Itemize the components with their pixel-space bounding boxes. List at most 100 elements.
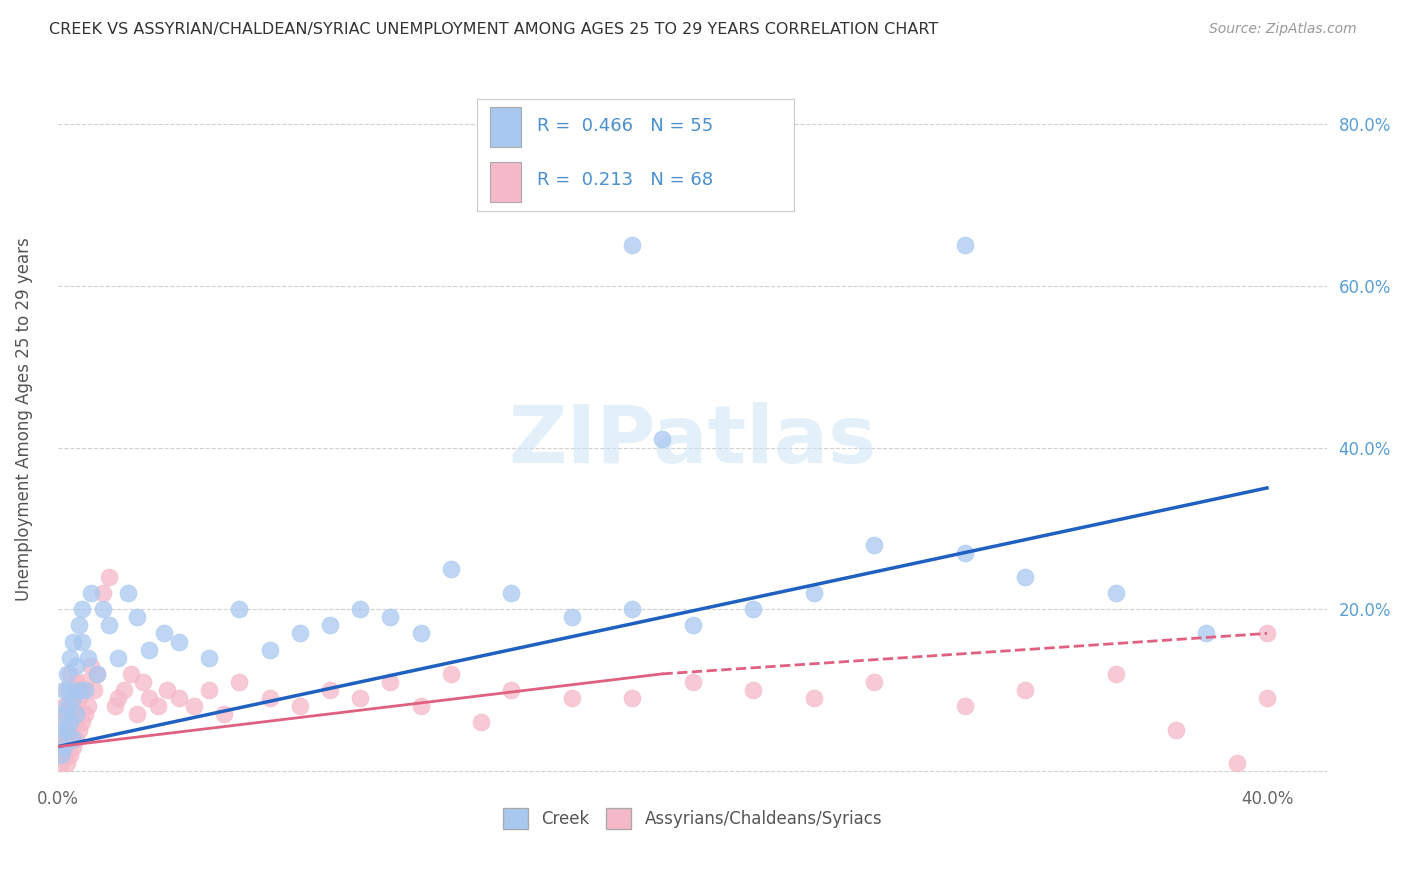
Point bbox=[198, 683, 221, 698]
Point bbox=[62, 691, 84, 706]
Point bbox=[107, 691, 129, 706]
Point bbox=[212, 707, 235, 722]
Point bbox=[167, 691, 190, 706]
Point bbox=[70, 715, 93, 730]
Y-axis label: Unemployment Among Ages 25 to 29 years: Unemployment Among Ages 25 to 29 years bbox=[15, 237, 32, 601]
Point bbox=[56, 666, 79, 681]
Point bbox=[621, 238, 644, 252]
Point bbox=[288, 699, 311, 714]
Point bbox=[49, 723, 72, 738]
Point bbox=[409, 626, 432, 640]
Point bbox=[49, 739, 72, 754]
Point bbox=[125, 707, 148, 722]
Point bbox=[53, 683, 76, 698]
Point bbox=[56, 683, 79, 698]
Point bbox=[380, 610, 402, 624]
Point bbox=[91, 602, 114, 616]
Point bbox=[107, 650, 129, 665]
Text: Source: ZipAtlas.com: Source: ZipAtlas.com bbox=[1209, 22, 1357, 37]
Point bbox=[1256, 691, 1278, 706]
Point bbox=[682, 618, 704, 632]
Point bbox=[953, 699, 976, 714]
Point bbox=[56, 707, 79, 722]
Point bbox=[1014, 683, 1036, 698]
Point bbox=[86, 666, 108, 681]
Point bbox=[120, 666, 142, 681]
Point bbox=[953, 238, 976, 252]
Point bbox=[91, 586, 114, 600]
Point bbox=[863, 674, 886, 689]
Point bbox=[75, 674, 97, 689]
Point bbox=[80, 586, 103, 600]
Point bbox=[65, 674, 87, 689]
Point bbox=[70, 602, 93, 616]
Point bbox=[59, 683, 82, 698]
Point bbox=[259, 691, 281, 706]
Point bbox=[117, 586, 139, 600]
Point bbox=[53, 731, 76, 746]
Point bbox=[651, 433, 673, 447]
Point bbox=[146, 699, 169, 714]
Point bbox=[742, 683, 765, 698]
Point bbox=[65, 707, 87, 722]
Text: CREEK VS ASSYRIAN/CHALDEAN/SYRIAC UNEMPLOYMENT AMONG AGES 25 TO 29 YEARS CORRELA: CREEK VS ASSYRIAN/CHALDEAN/SYRIAC UNEMPL… bbox=[49, 22, 938, 37]
Point bbox=[62, 634, 84, 648]
Point bbox=[440, 562, 463, 576]
Point bbox=[561, 691, 583, 706]
Point bbox=[70, 634, 93, 648]
Point bbox=[67, 691, 90, 706]
Point bbox=[152, 626, 174, 640]
Point bbox=[65, 707, 87, 722]
Point bbox=[98, 570, 121, 584]
Point bbox=[56, 756, 79, 770]
Point bbox=[49, 747, 72, 762]
Point bbox=[75, 707, 97, 722]
Point bbox=[59, 747, 82, 762]
Point bbox=[125, 610, 148, 624]
Point bbox=[138, 642, 160, 657]
Point bbox=[501, 586, 523, 600]
Point bbox=[53, 747, 76, 762]
Point bbox=[67, 683, 90, 698]
Point bbox=[53, 707, 76, 722]
Point bbox=[561, 610, 583, 624]
Point bbox=[104, 699, 127, 714]
Point bbox=[380, 674, 402, 689]
Point bbox=[49, 756, 72, 770]
Point bbox=[167, 634, 190, 648]
Point bbox=[803, 691, 825, 706]
Point bbox=[49, 715, 72, 730]
Point bbox=[349, 691, 371, 706]
Point bbox=[1226, 756, 1249, 770]
Point bbox=[742, 602, 765, 616]
Point bbox=[621, 691, 644, 706]
Point bbox=[67, 723, 90, 738]
Point bbox=[228, 674, 250, 689]
Point bbox=[62, 731, 84, 746]
Point bbox=[80, 658, 103, 673]
Point bbox=[319, 683, 342, 698]
Point bbox=[70, 683, 93, 698]
Point bbox=[156, 683, 179, 698]
Point bbox=[1166, 723, 1188, 738]
Point bbox=[440, 666, 463, 681]
Point bbox=[228, 602, 250, 616]
Point bbox=[77, 699, 100, 714]
Point bbox=[75, 683, 97, 698]
Point bbox=[501, 683, 523, 698]
Point bbox=[1105, 586, 1128, 600]
Point bbox=[183, 699, 205, 714]
Legend: Creek, Assyrians/Chaldeans/Syriacs: Creek, Assyrians/Chaldeans/Syriacs bbox=[496, 802, 889, 835]
Point bbox=[62, 715, 84, 730]
Point bbox=[53, 739, 76, 754]
Point bbox=[65, 731, 87, 746]
Point bbox=[62, 691, 84, 706]
Point bbox=[1014, 570, 1036, 584]
Point bbox=[803, 586, 825, 600]
Point bbox=[77, 650, 100, 665]
Point bbox=[53, 699, 76, 714]
Point bbox=[59, 715, 82, 730]
Point bbox=[131, 674, 153, 689]
Point bbox=[1256, 626, 1278, 640]
Point bbox=[138, 691, 160, 706]
